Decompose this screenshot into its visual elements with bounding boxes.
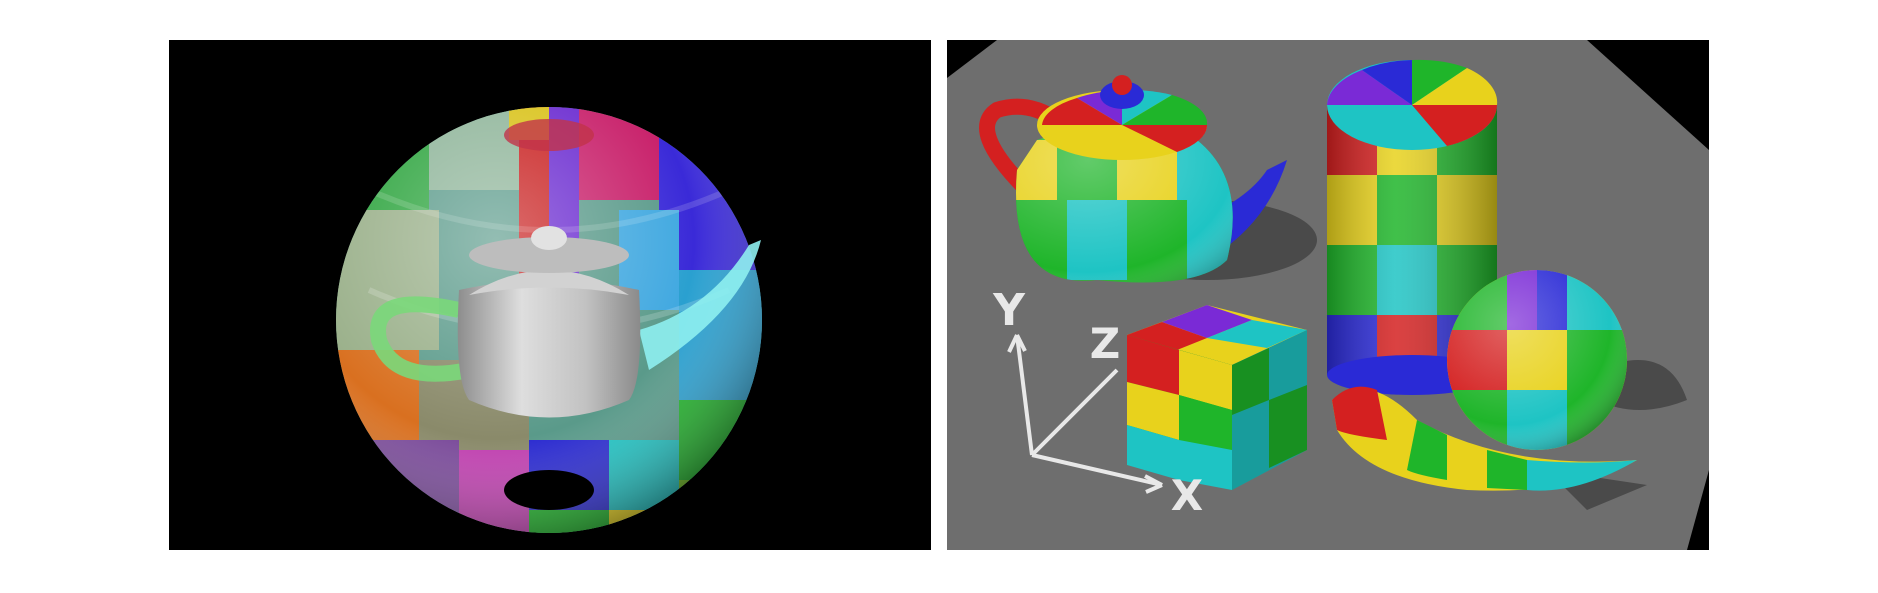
objects-scene-render: Y Z X <box>947 40 1709 550</box>
teapot-inside-sphere <box>370 226 761 418</box>
axis-label-z: Z <box>1090 319 1120 368</box>
sphere-teapot-render <box>169 40 931 550</box>
y-arrowhead <box>1007 334 1027 353</box>
x-axis <box>1031 453 1163 487</box>
banana-shape <box>1332 386 1637 491</box>
axes <box>1007 334 1163 494</box>
axis-label-y: Y <box>992 285 1026 336</box>
z-axis <box>1030 368 1119 457</box>
cylinder <box>1327 59 1498 395</box>
sphere-top-cap <box>504 119 594 151</box>
sphere-teapot-svg <box>169 40 931 550</box>
x-arrowhead <box>1144 474 1163 494</box>
sphere-bottom-hole <box>504 470 594 510</box>
sphere <box>1447 270 1627 450</box>
cube <box>1127 305 1307 490</box>
axis-label-x: X <box>1171 471 1203 520</box>
y-axis <box>1015 334 1034 456</box>
objects-scene-svg: Y Z X <box>947 40 1709 550</box>
